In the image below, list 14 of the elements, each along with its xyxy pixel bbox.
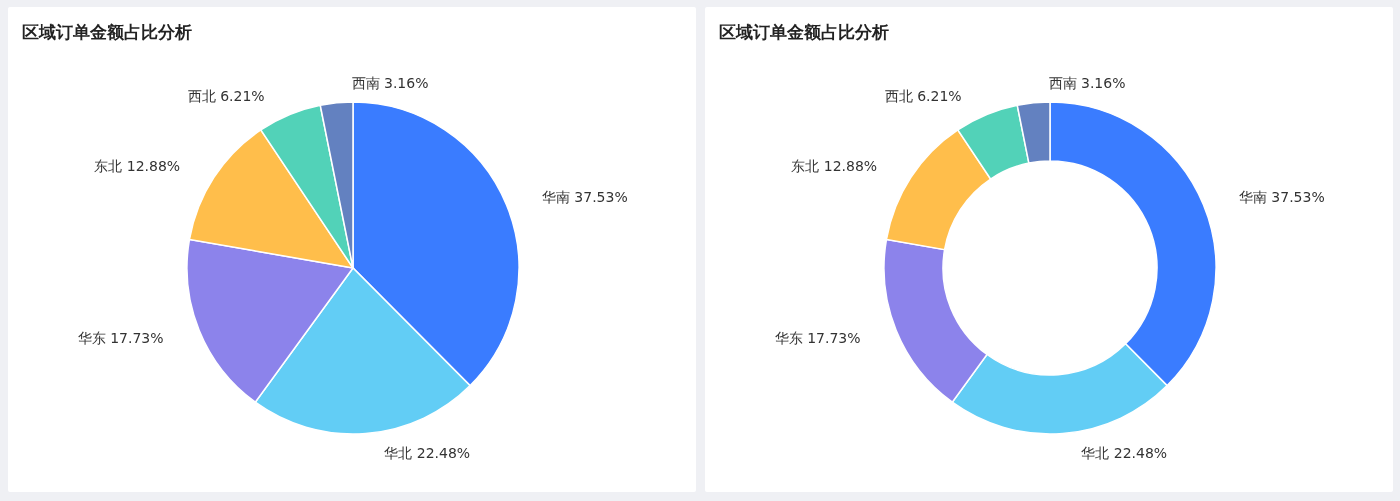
slice-label: 东北 12.88% [94,158,181,175]
slice-label: 华南 37.53% [1238,189,1325,205]
slice-label: 华北 22.48% [384,445,471,462]
slice-label: 华南 37.53% [541,189,628,205]
slice-label: 华东 17.73% [774,329,861,346]
slice-label: 东北 12.88% [791,158,878,175]
chart-title: 区域订单金额占比分析 [719,21,889,44]
slice-label: 西北 6.21% [884,88,962,105]
slice-label: 西南 3.16% [1048,74,1126,91]
slice-label: 华东 17.73% [77,329,164,346]
chart-title: 区域订单金额占比分析 [22,21,192,44]
slice-label: 西北 6.21% [187,88,265,105]
slice-label: 华北 22.48% [1081,445,1168,462]
slice-label: 西南 3.16% [351,74,429,91]
